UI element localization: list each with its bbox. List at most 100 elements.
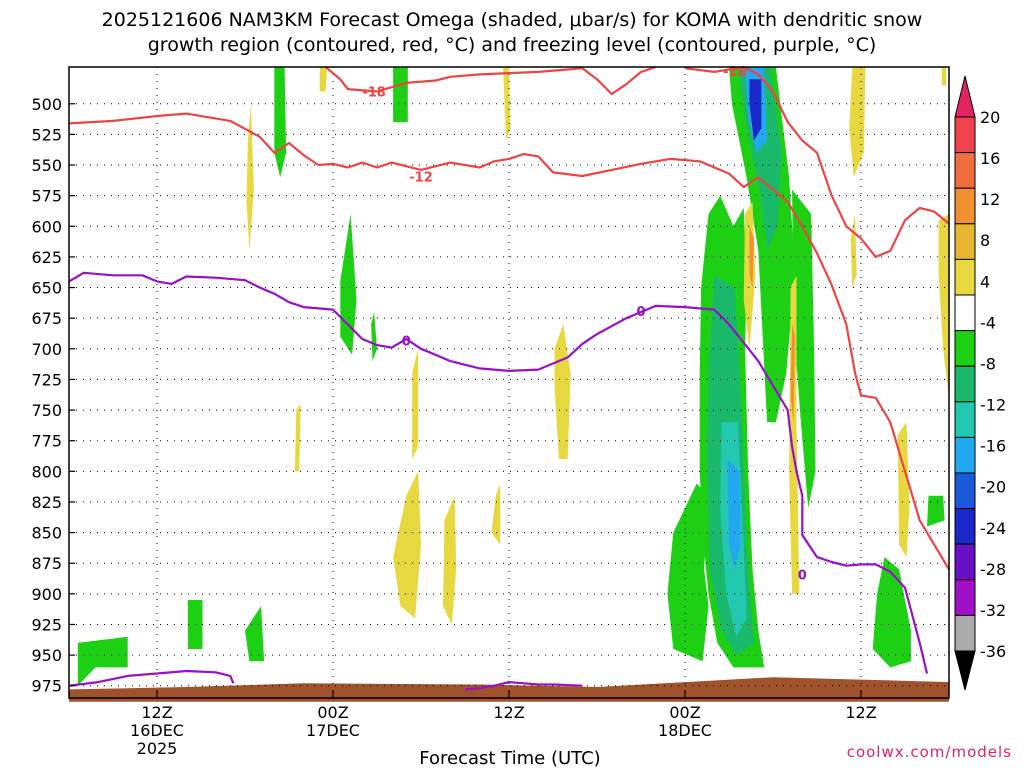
colorbar-top-arrow <box>954 75 976 118</box>
grid-lines <box>69 67 949 698</box>
y-tick-label-975: 975 <box>31 677 62 696</box>
x-tick-label-54-0: 12Z <box>845 703 876 722</box>
colorbar-label-6: -8 <box>980 354 996 373</box>
y-tick-label-875: 875 <box>31 554 62 573</box>
colorbar-segment-4 <box>954 258 976 296</box>
y-axis-ticks: 500 525 550 575 600 625 650 675 700 725 750 775 800 8… <box>31 95 75 696</box>
colorbar-label-0: 20 <box>980 108 1000 127</box>
colorbar-label-11: -28 <box>980 560 1006 579</box>
contour-freezing-level-bottom-left <box>68 669 235 687</box>
omega-shade-green-mid-small <box>371 312 377 362</box>
colorbar-segment-0 <box>954 116 976 154</box>
omega-shade-orange-b <box>790 324 795 423</box>
y-tick-label-650: 650 <box>31 279 62 298</box>
colorbar-segment-10 <box>954 472 976 510</box>
omega-shade-yellow-d <box>491 483 501 545</box>
omega-shade-blue-core <box>727 459 741 570</box>
omega-shade-green-mid <box>340 214 357 355</box>
omega-shade-yellow-l <box>849 67 866 178</box>
y-tick-label-950: 950 <box>31 646 62 665</box>
omega-shade-green-far-right <box>927 495 945 527</box>
colorbar-segment-13 <box>954 579 976 616</box>
colorbar-label-8: -16 <box>980 437 1006 456</box>
colorbar-label-7: -12 <box>980 396 1006 415</box>
colorbar-label-1: 16 <box>980 149 1000 168</box>
omega-shade-green-bottom <box>245 606 265 662</box>
omega-shade-green-top <box>274 67 287 178</box>
chart-title-line-2: growth region (contoured, red, °C) and f… <box>148 34 877 56</box>
colorbar-label-2: 12 <box>980 190 1000 209</box>
colorbar-label-4: 4 <box>980 272 990 291</box>
y-tick-label-525: 525 <box>31 125 62 144</box>
y-tick-label-700: 700 <box>31 340 62 359</box>
colorbar-segment-6 <box>954 330 976 367</box>
colorbar-label-5: -4 <box>980 313 996 332</box>
colorbar-bottom-arrow <box>954 650 976 691</box>
contour-label-dgz-minus-18: -18 <box>362 86 386 101</box>
chart-title-line-1: 2025121606 NAM3KM Forecast Omega (shaded… <box>102 9 923 31</box>
x-tick-label-6-1: 16DEC <box>130 721 184 740</box>
x-tick-label-30-0: 12Z <box>493 703 524 722</box>
x-axis-label: Forecast Time (UTC) <box>419 748 600 768</box>
y-tick-label-850: 850 <box>31 524 62 543</box>
colorbar-segment-7 <box>954 365 976 403</box>
omega-shade-yellow-e <box>554 324 571 460</box>
contour-freezing-level-bottom-mid <box>464 680 583 691</box>
colorbar-segment-8 <box>954 401 976 438</box>
omega-shade-yellow-f <box>503 67 511 141</box>
y-tick-label-550: 550 <box>31 156 62 175</box>
y-tick-label-750: 750 <box>31 401 62 420</box>
contour-dgz-minus-12 <box>68 112 950 570</box>
credit-text: coolwx.com/models <box>847 743 1012 761</box>
omega-shade-green-right <box>792 189 816 509</box>
omega-shade-yellow-a <box>393 471 421 619</box>
omega-shade-yellow-g <box>246 103 254 251</box>
omega-shade-yellow-b <box>412 348 419 460</box>
omega-shade-yellow-c <box>443 495 457 625</box>
y-tick-label-500: 500 <box>31 95 62 114</box>
x-tick-label-6-2: 2025 <box>137 739 178 758</box>
colorbar-label-10: -24 <box>980 519 1006 538</box>
colorbar: 20 16 12 8 4 -4 -8 -12 -16 -20 -24 -28 -32 -36 <box>954 75 1006 691</box>
y-tick-label-575: 575 <box>31 187 62 206</box>
omega-shade-yellow-h <box>294 403 301 472</box>
omega-shade-dark-blue-upper <box>749 79 762 141</box>
colorbar-segment-5 <box>954 294 976 332</box>
omega-shade-orange-a <box>749 226 754 288</box>
colorbar-segment-1 <box>954 152 976 189</box>
x-tick-label-42-0: 00Z <box>669 703 700 722</box>
colorbar-segment-2 <box>954 187 976 225</box>
x-tick-label-42-1: 18DEC <box>658 721 712 740</box>
y-tick-label-600: 600 <box>31 217 62 236</box>
y-tick-label-775: 775 <box>31 432 62 451</box>
omega-shade-yellow-o <box>938 214 949 398</box>
contour-dgz-minus-18-left <box>324 65 657 96</box>
omega-shade-green-bottom-left <box>77 636 128 686</box>
omega-shade-green-top-square <box>393 67 408 123</box>
colorbar-segment-12 <box>954 543 976 581</box>
omega-shade-yellow-n <box>897 422 910 558</box>
contour-dgz-minus-18-right <box>684 65 950 258</box>
colorbar-segment-14 <box>954 614 976 652</box>
x-tick-label-6-0: 12Z <box>141 703 172 722</box>
omega-shading <box>69 67 949 702</box>
terrain-band <box>69 677 949 702</box>
y-tick-label-675: 675 <box>31 309 62 328</box>
y-tick-label-725: 725 <box>31 370 62 389</box>
contour-lines: -18 -12 -18 0 0 0 <box>68 65 950 691</box>
colorbar-segment-11 <box>954 508 976 545</box>
colorbar-label-3: 8 <box>980 231 990 250</box>
contour-freezing-level-main <box>68 271 929 674</box>
colorbar-segment-9 <box>954 436 976 474</box>
contour-label-dgz-minus-12: -12 <box>409 170 433 185</box>
x-tick-label-18-1: 17DEC <box>306 721 360 740</box>
y-tick-label-925: 925 <box>31 615 62 634</box>
y-tick-label-900: 900 <box>31 585 62 604</box>
y-tick-label-800: 800 <box>31 462 62 481</box>
colorbar-label-13: -36 <box>980 642 1006 661</box>
contour-label-freezing-a: 0 <box>402 334 411 349</box>
colorbar-label-9: -20 <box>980 478 1006 497</box>
omega-shade-yellow-m <box>850 214 857 288</box>
